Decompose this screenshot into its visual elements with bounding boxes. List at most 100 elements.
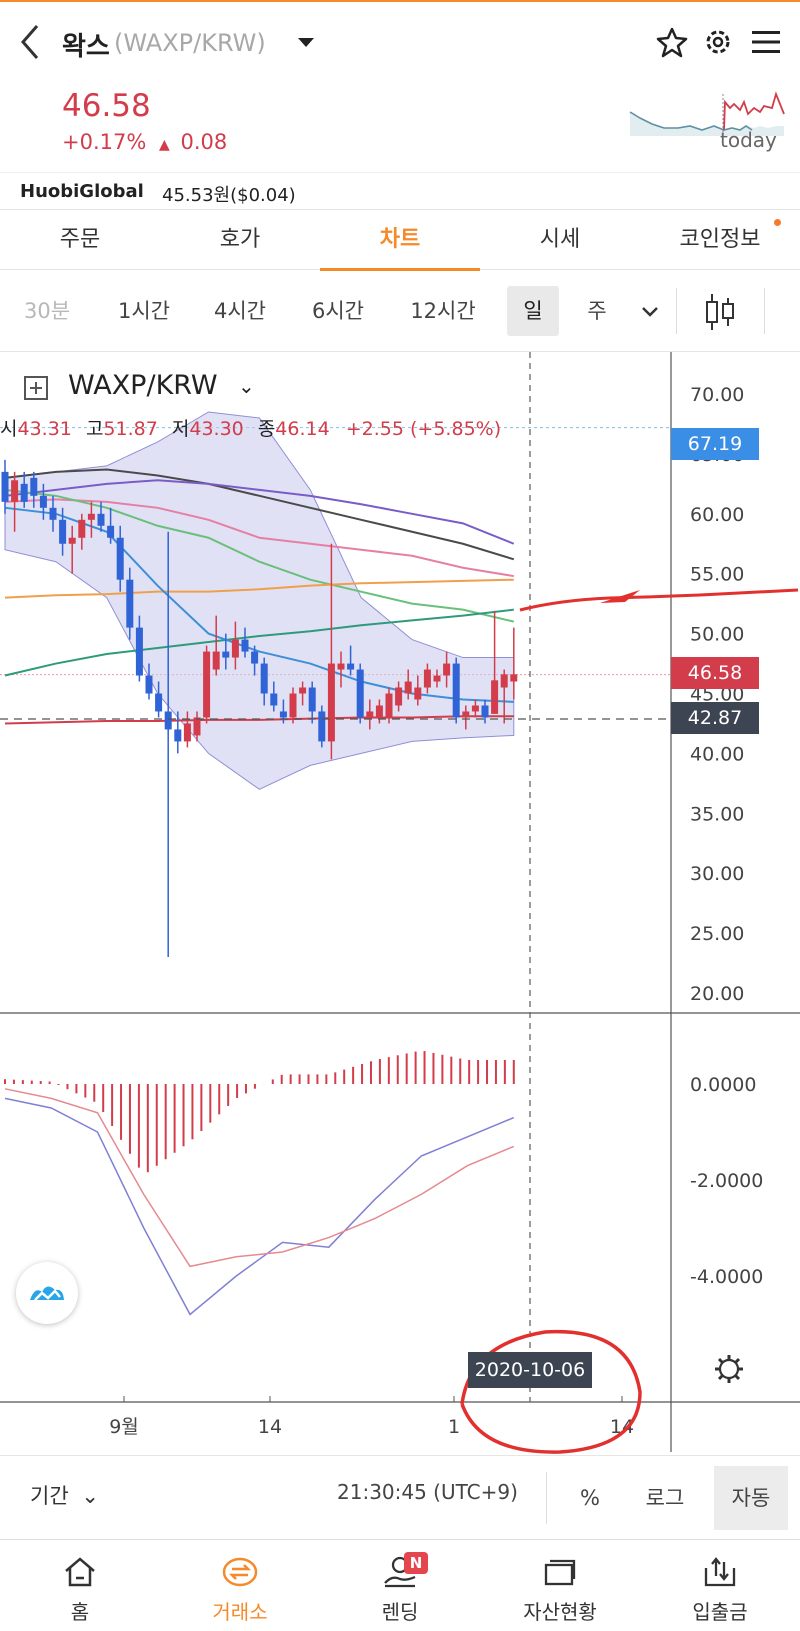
coin-pair: (WAXP/KRW) xyxy=(114,29,266,57)
candle-body xyxy=(155,693,163,712)
candle-body xyxy=(356,669,364,718)
candle-body xyxy=(443,663,451,676)
nav-exchange[interactable]: 거래소 xyxy=(160,1540,320,1631)
tab-coin-info[interactable]: 코인정보 xyxy=(679,227,761,252)
nav-label: 렌딩 xyxy=(381,1600,419,1624)
interval-day[interactable]: 일 xyxy=(507,286,559,336)
auto-button[interactable]: 자동 xyxy=(714,1466,788,1530)
gear-icon[interactable] xyxy=(698,22,738,62)
candle-body xyxy=(471,705,479,712)
back-icon[interactable] xyxy=(10,22,50,62)
deposit-icon xyxy=(698,1552,742,1592)
candle-body xyxy=(366,711,374,718)
sparkline-today-label: today xyxy=(720,128,777,152)
tab-market[interactable]: 시세 xyxy=(539,227,581,252)
moving-average-line xyxy=(4,715,514,725)
change-amount: 0.08 xyxy=(180,130,228,154)
candle-body xyxy=(452,663,460,718)
interval-1h[interactable]: 1시간 xyxy=(117,299,170,323)
candle-body xyxy=(423,669,431,688)
chart-footer: 기간 ⌄ 21:30:45 (UTC+9) % 로그 자동 xyxy=(0,1455,800,1539)
candle-body xyxy=(299,687,307,694)
percent-button[interactable]: % xyxy=(580,1486,600,1510)
up-arrow-icon: ▲ xyxy=(159,137,170,153)
macd-signal-line xyxy=(4,1088,515,1268)
nav-label: 거래소 xyxy=(212,1600,268,1624)
candle-body xyxy=(481,705,489,718)
moving-average-line xyxy=(4,608,514,677)
sparkline: today xyxy=(628,90,788,152)
log-button[interactable]: 로그 xyxy=(645,1486,685,1510)
nav-label: 입출금 xyxy=(692,1600,748,1624)
nav-home[interactable]: 홈 xyxy=(0,1540,160,1631)
tab-chart[interactable]: 차트 xyxy=(320,210,480,271)
exchange-name: HuobiGlobal xyxy=(20,181,144,202)
interval-4h[interactable]: 4시간 xyxy=(213,299,266,323)
interval-week[interactable]: 주 xyxy=(587,299,607,323)
sparkline-today xyxy=(723,91,785,131)
interval-6h[interactable]: 6시간 xyxy=(311,299,364,323)
candlestick-icon[interactable] xyxy=(700,292,740,332)
interval-12h[interactable]: 12시간 xyxy=(410,299,476,323)
price-tick-label: 60.00 xyxy=(690,504,744,526)
nav-deposit[interactable]: 입출금 xyxy=(640,1540,800,1631)
candle-body xyxy=(174,729,182,742)
annotation-circle xyxy=(460,1329,642,1454)
candle-body xyxy=(404,681,412,694)
price-tick-label: 35.00 xyxy=(690,803,744,825)
candle-body xyxy=(1,471,9,502)
menu-icon[interactable] xyxy=(746,22,786,62)
chart-symbol[interactable]: WAXP/KRW xyxy=(68,370,218,401)
change-percent: +0.17% xyxy=(62,130,147,154)
candle-body xyxy=(491,680,499,714)
coin-name: 왁스 xyxy=(62,32,110,62)
chart-area[interactable]: 70.0065.0060.0055.0050.0045.0040.0035.00… xyxy=(0,352,800,1455)
candle-body xyxy=(308,687,316,712)
candle-body xyxy=(20,483,28,502)
ohlc-close: 46.14 xyxy=(275,418,330,440)
candle-body xyxy=(59,519,67,544)
candle-body xyxy=(414,687,422,700)
price-tick-label: 50.00 xyxy=(690,624,744,646)
price-tick-label: 45.00 xyxy=(690,684,744,706)
candle-body xyxy=(241,639,249,652)
price-change: +0.17% ▲ 0.08 xyxy=(62,130,227,154)
sparkline-area xyxy=(630,112,784,136)
chart-logo-icon[interactable] xyxy=(16,1262,78,1324)
interval-30m[interactable]: 30분 xyxy=(23,299,71,323)
moving-average-line xyxy=(4,498,514,578)
tab-orderbook[interactable]: 호가 xyxy=(219,227,261,252)
candle-body xyxy=(68,537,76,544)
ohlc-high: 51.87 xyxy=(103,418,158,440)
price-tick-label: 30.00 xyxy=(690,863,744,885)
macd-tick-label: -2.0000 xyxy=(690,1170,763,1192)
period-button[interactable]: 기간 ⌄ xyxy=(30,1484,99,1508)
moving-average-line xyxy=(4,506,514,703)
tab-order[interactable]: 주문 xyxy=(59,227,101,252)
moving-average-line xyxy=(4,578,514,599)
candle-body xyxy=(116,537,124,580)
nav-lending[interactable]: 렌딩 xyxy=(320,1540,480,1631)
bollinger-band xyxy=(4,411,515,790)
candle-body xyxy=(385,693,393,718)
chevron-down-icon[interactable]: ⌄ xyxy=(238,374,255,398)
candle-body xyxy=(318,711,326,742)
chevron-down-icon[interactable] xyxy=(630,292,670,332)
candle-body xyxy=(222,651,230,658)
candle-body xyxy=(203,651,211,718)
candle-body xyxy=(126,579,134,628)
notification-dot xyxy=(774,219,781,226)
star-icon[interactable] xyxy=(652,22,692,62)
candle-body xyxy=(462,711,470,718)
moving-average-line xyxy=(4,488,515,623)
chart-settings-gear-icon[interactable] xyxy=(712,1352,746,1386)
add-indicator-icon[interactable] xyxy=(24,376,48,400)
candle-body xyxy=(49,507,57,520)
macd-line xyxy=(4,1097,515,1316)
nav-assets[interactable]: 자산현황 xyxy=(480,1540,640,1631)
chevron-down-icon[interactable] xyxy=(286,22,326,62)
candle-body xyxy=(145,675,153,694)
home-icon xyxy=(58,1552,102,1592)
chart-canvas[interactable]: 70.0065.0060.0055.0050.0045.0040.0035.00… xyxy=(0,352,800,1455)
candle-body xyxy=(39,495,47,508)
